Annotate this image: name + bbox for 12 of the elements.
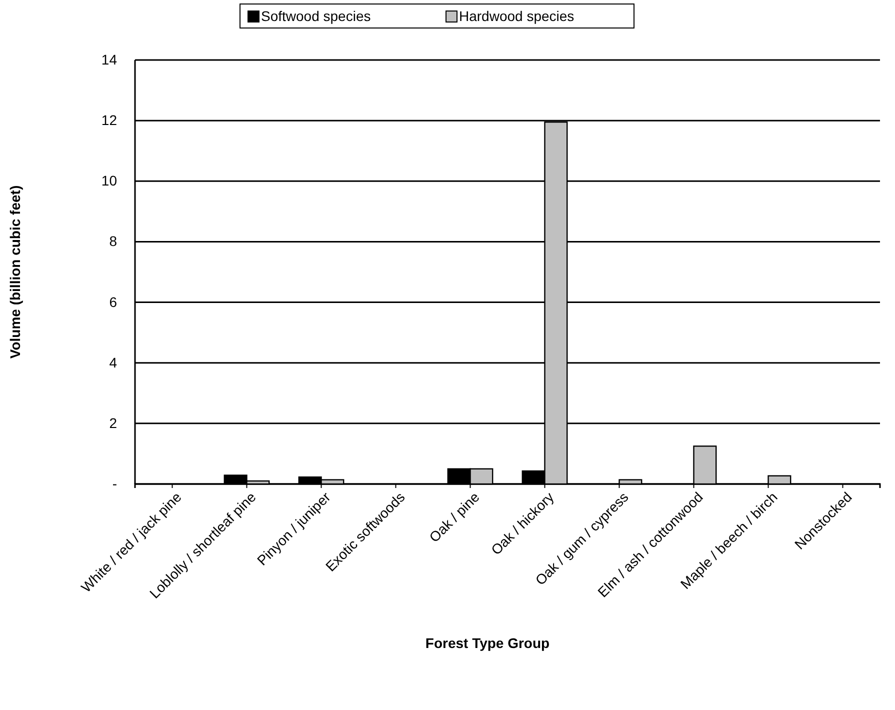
legend-label: Hardwood species — [459, 8, 574, 24]
y-tick-label: 4 — [109, 354, 118, 370]
y-tick-label: 8 — [109, 233, 118, 250]
x-axis-title: Forest Type Group — [425, 635, 550, 651]
y-tick-label: 10 — [101, 172, 118, 189]
y-tick-label: 12 — [101, 112, 118, 128]
legend-label: Softwood species — [261, 8, 371, 24]
y-tick-label: 14 — [101, 51, 118, 68]
y-tick-label: - — [112, 475, 118, 492]
y-tick-label: 6 — [109, 294, 118, 310]
y-tick-label: 2 — [109, 414, 118, 431]
y-axis-title: Volume (billion cubic feet) — [7, 185, 23, 359]
